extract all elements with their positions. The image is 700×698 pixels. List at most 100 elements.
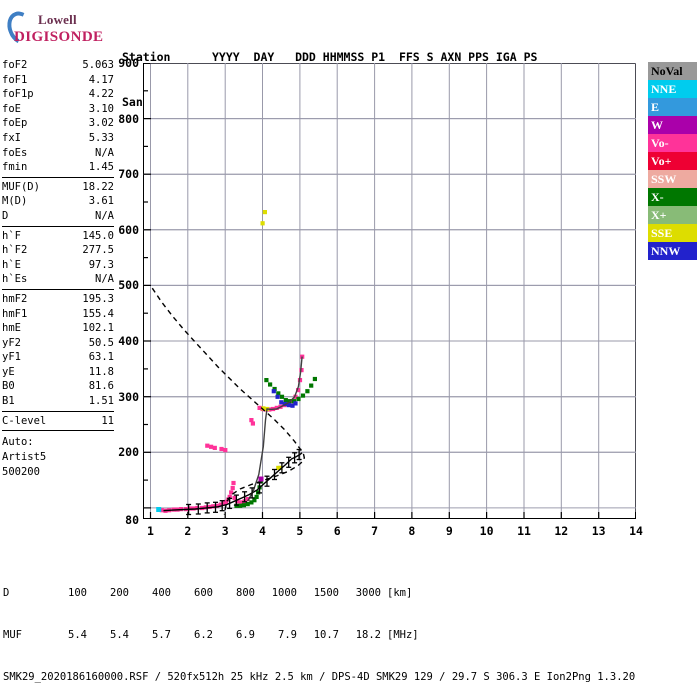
- legend-item-x-[interactable]: X+: [648, 206, 697, 224]
- trace-line: [163, 452, 303, 512]
- auto-label: Auto:: [2, 436, 34, 449]
- series-sporadic-noise: [205, 418, 255, 453]
- param-row: h`Es N/A: [2, 272, 114, 287]
- legend-item-vo-[interactable]: Vo-: [648, 134, 697, 152]
- echo-point: [235, 499, 240, 504]
- echo-point: [293, 401, 298, 406]
- param-row: C-level 11: [2, 414, 114, 429]
- param-value: 18.22: [82, 180, 114, 193]
- legend-item-sse[interactable]: SSE: [648, 224, 697, 242]
- autoscaling-info: Auto: Artist5 500200: [2, 433, 114, 480]
- param-value: 81.6: [88, 380, 114, 393]
- echo-point: [283, 398, 288, 403]
- param-value: 5.063: [82, 59, 114, 71]
- echo-point: [223, 499, 229, 504]
- param-value: N/A: [95, 146, 114, 159]
- param-row: h`F 145.0: [2, 229, 114, 244]
- param-row: foF1 4.17: [2, 73, 114, 88]
- legend-item-nne[interactable]: NNE: [648, 80, 697, 98]
- y-axis-tick-label: 500: [118, 278, 139, 293]
- trace-line: [246, 356, 303, 502]
- param-row: fxI 5.33: [2, 131, 114, 146]
- param-key: fmin: [2, 161, 28, 174]
- echo-point: [231, 480, 236, 486]
- param-key: yE: [2, 365, 15, 378]
- param-row: M(D) 3.61: [2, 194, 114, 209]
- param-group-0: foF2 5.063 foF1 4.17 foF1p 4.22 foE 3.10 foEp 3.0…: [2, 58, 114, 178]
- x-axis-tick-label: 6: [333, 524, 341, 538]
- param-row: h`E 97.3: [2, 258, 114, 273]
- echo-point: [293, 394, 298, 399]
- param-key: foF1p: [2, 88, 34, 101]
- legend-item-nnw[interactable]: NNW: [648, 242, 697, 260]
- axis-ticks: [143, 63, 636, 519]
- param-row: foEs N/A: [2, 146, 114, 161]
- param-row: D N/A: [2, 209, 114, 224]
- echo-point: [309, 383, 314, 388]
- echo-point: [252, 498, 257, 503]
- series-SSE-echoes: [260, 210, 283, 470]
- param-row: foF2 5.063: [2, 58, 114, 73]
- legend-item-x-[interactable]: X-: [648, 188, 697, 206]
- ionogram-plot[interactable]: [143, 63, 636, 519]
- echo-point: [205, 443, 210, 448]
- echo-point: [279, 400, 284, 405]
- legend-item-vo-[interactable]: Vo+: [648, 152, 697, 170]
- param-key: hmF2: [2, 292, 28, 305]
- param-row: yE 11.8: [2, 365, 114, 380]
- footer-distance-value: 400: [152, 587, 171, 599]
- footer-muf-value: 7.9: [278, 629, 297, 641]
- echo-point: [254, 494, 259, 499]
- station-header-labels: Station YYYY DAY DDD HHMMSS P1 FFS S AXN…: [122, 50, 538, 64]
- echo-point: [218, 502, 223, 507]
- param-key: h`F: [2, 229, 21, 242]
- param-group-3: hmF2 195.3 hmF1 155.4 hmE 102.1 yF2 50.5 yF1 63.1…: [2, 292, 114, 412]
- footer-muf-value: 5.4: [68, 629, 87, 641]
- y-axis-tick-label: 900: [118, 56, 139, 70]
- echo-point: [223, 448, 228, 453]
- legend-item-w[interactable]: W: [648, 116, 697, 134]
- echo-point: [290, 403, 295, 408]
- error-bars: [186, 448, 302, 516]
- param-group-4: C-level 11: [2, 414, 114, 432]
- footer-distance-value: 1500: [313, 587, 339, 599]
- echo-point: [262, 210, 267, 215]
- param-value: 1.51: [88, 395, 114, 408]
- logo-digisonde-text: DIGISONDE: [14, 29, 104, 45]
- param-row: foF1p 4.22: [2, 87, 114, 102]
- param-row: yF1 63.1: [2, 350, 114, 365]
- echo-point: [305, 389, 310, 394]
- legend-item-e[interactable]: E: [648, 98, 697, 116]
- param-key: MUF(D): [2, 180, 40, 193]
- echo-point: [211, 504, 216, 509]
- y-axis-tick-label: 300: [118, 389, 139, 404]
- param-value: 3.02: [88, 117, 114, 130]
- echo-point: [159, 508, 164, 513]
- param-value: 3.61: [88, 195, 114, 208]
- param-value: 50.5: [88, 336, 114, 349]
- echo-point: [264, 378, 269, 383]
- legend-item-noval[interactable]: NoVal: [648, 62, 697, 80]
- param-value: 102.1: [82, 322, 114, 335]
- echo-point: [271, 389, 276, 394]
- param-row: h`F2 277.5: [2, 243, 114, 258]
- footer-distance-value: 100: [68, 587, 87, 599]
- legend-item-ssw[interactable]: SSW: [648, 170, 697, 188]
- x-axis-tick-label: 1: [147, 524, 154, 538]
- y-axis-tick-label: 600: [118, 222, 139, 237]
- param-value: 1.45: [88, 161, 114, 174]
- param-key: M(D): [2, 195, 28, 208]
- echo-point: [234, 503, 239, 508]
- footer-distance-value: 3000: [355, 587, 381, 599]
- footer-muf-unit: [MHz]: [387, 629, 419, 641]
- echo-point: [296, 396, 301, 402]
- x-axis-tick-label: 5: [296, 524, 304, 538]
- echo-point: [261, 406, 266, 411]
- echo-point: [249, 500, 254, 505]
- footer-row-muf: MUF 5.4 5.4 5.7 6.2 6.9 7.9 10.7 18.2 [MHz]: [3, 628, 700, 642]
- echo-point: [278, 465, 283, 470]
- echo-point: [238, 503, 243, 508]
- x-axis-tick-label: 10: [479, 524, 494, 538]
- param-row: foE 3.10: [2, 102, 114, 117]
- param-key: foF1: [2, 73, 28, 86]
